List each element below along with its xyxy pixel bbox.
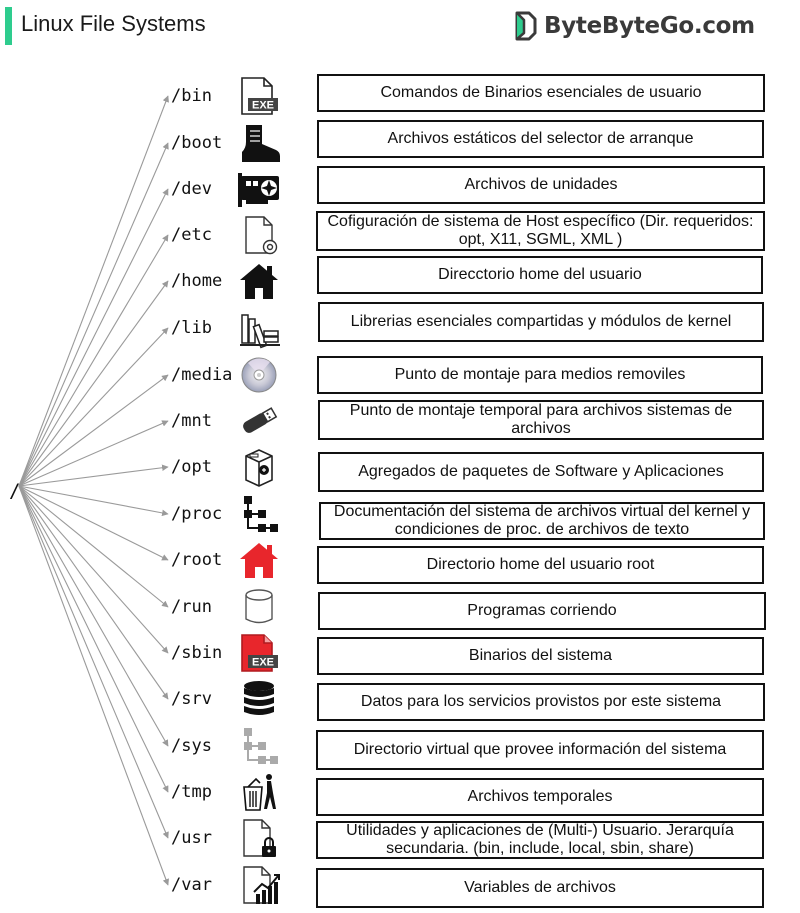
dir-label-boot: /boot bbox=[171, 133, 223, 153]
database-icon bbox=[236, 678, 282, 720]
dir-label-mnt: /mnt bbox=[171, 411, 212, 431]
desc-box-dev: Archivos de unidades bbox=[317, 166, 765, 204]
connector-line-srv bbox=[18, 485, 169, 700]
connector-line-media bbox=[18, 374, 169, 487]
connector-line-proc bbox=[18, 485, 169, 517]
dir-label-root: /root bbox=[171, 550, 223, 570]
header-accent-bar bbox=[5, 7, 12, 45]
dir-label-var: /var bbox=[171, 875, 212, 895]
connector-line-root bbox=[18, 485, 169, 561]
desc-box-home: Direcctorio home del usuario bbox=[317, 256, 763, 294]
desc-box-boot: Archivos estáticos del selector de arran… bbox=[317, 120, 764, 158]
root-dir-label: / bbox=[9, 480, 21, 502]
dir-label-tmp: /tmp bbox=[171, 782, 212, 802]
desc-box-root: Directorio home del usuario root bbox=[317, 546, 764, 584]
dir-label-proc: /proc bbox=[171, 504, 223, 524]
dir-label-lib: /lib bbox=[171, 318, 212, 338]
virtual-tree-icon bbox=[236, 725, 282, 767]
connector-line-bin bbox=[18, 95, 169, 487]
boot-icon bbox=[236, 122, 282, 164]
page-title: Linux File Systems bbox=[21, 11, 206, 36]
dir-label-run: /run bbox=[171, 597, 212, 617]
desc-box-lib: Librerias esenciales compartidas y módul… bbox=[318, 302, 764, 342]
connector-line-tmp bbox=[18, 485, 169, 793]
connector-line-mnt bbox=[18, 420, 169, 487]
desc-box-media: Punto de montaje para medios removiles bbox=[317, 356, 763, 394]
connector-line-home bbox=[18, 280, 169, 487]
desc-box-etc: Cofiguración de sistema de Host específi… bbox=[316, 211, 765, 251]
chart-file-icon bbox=[236, 864, 282, 906]
dir-label-home: /home bbox=[171, 271, 223, 291]
dir-label-dev: /dev bbox=[171, 179, 212, 199]
brand: ByteByteGo.com bbox=[512, 10, 755, 42]
desc-box-usr: Utilidades y aplicaciones de (Multi-) Us… bbox=[316, 821, 764, 859]
package-icon bbox=[236, 446, 282, 488]
trash-icon bbox=[236, 771, 282, 813]
connector-line-sbin bbox=[18, 485, 169, 654]
connector-line-etc bbox=[18, 234, 169, 487]
connector-line-sys bbox=[18, 485, 169, 747]
cylinder-icon bbox=[236, 586, 282, 628]
desc-box-sbin: Binarios del sistema bbox=[317, 637, 764, 675]
desc-box-var: Variables de archivos bbox=[316, 868, 764, 908]
process-tree-icon bbox=[236, 493, 282, 535]
desc-box-sys: Directorio virtual que provee informació… bbox=[316, 730, 764, 770]
usb-drive-icon bbox=[236, 400, 282, 442]
connector-line-lib bbox=[18, 327, 169, 487]
graphics-card-icon bbox=[236, 168, 282, 210]
locked-file-icon bbox=[236, 817, 282, 859]
cd-disc-icon bbox=[236, 354, 282, 396]
desc-box-srv: Datos para los servicios provistos por e… bbox=[317, 683, 765, 721]
connector-line-run bbox=[18, 485, 169, 608]
brand-name: ByteByteGo.com bbox=[544, 13, 755, 39]
bytebytego-logo-icon bbox=[515, 11, 537, 41]
desc-box-mnt: Punto de montaje temporal para archivos … bbox=[318, 400, 764, 440]
desc-box-opt: Agregados de paquetes de Software y Apli… bbox=[318, 452, 764, 492]
exe-file-icon: EXE bbox=[236, 75, 282, 117]
dir-label-srv: /srv bbox=[171, 689, 212, 709]
desc-box-tmp: Archivos temporales bbox=[316, 778, 764, 816]
dir-label-sbin: /sbin bbox=[171, 643, 223, 663]
dir-label-usr: /usr bbox=[171, 828, 212, 848]
connector-line-var bbox=[18, 485, 170, 886]
config-file-icon bbox=[236, 214, 282, 256]
home-icon bbox=[236, 260, 282, 302]
connector-line-usr bbox=[18, 485, 169, 839]
system-exe-file-icon: EXE bbox=[236, 632, 282, 674]
dir-label-bin: /bin bbox=[171, 86, 212, 106]
dir-label-sys: /sys bbox=[171, 736, 212, 756]
dir-label-etc: /etc bbox=[171, 225, 212, 245]
dir-label-opt: /opt bbox=[171, 457, 212, 477]
connector-line-dev bbox=[18, 188, 169, 487]
svg-text:EXE: EXE bbox=[252, 657, 274, 669]
desc-box-proc: Documentación del sistema de archivos vi… bbox=[319, 502, 765, 540]
connector-line-boot bbox=[18, 142, 169, 487]
library-books-icon bbox=[236, 307, 282, 349]
desc-box-run: Programas corriendo bbox=[318, 592, 766, 630]
connector-line-opt bbox=[18, 464, 169, 487]
root-home-icon bbox=[236, 539, 282, 581]
desc-box-bin: Comandos de Binarios esenciales de usuar… bbox=[317, 74, 765, 112]
svg-text:EXE: EXE bbox=[252, 100, 274, 112]
dir-label-media: /media bbox=[171, 365, 233, 385]
